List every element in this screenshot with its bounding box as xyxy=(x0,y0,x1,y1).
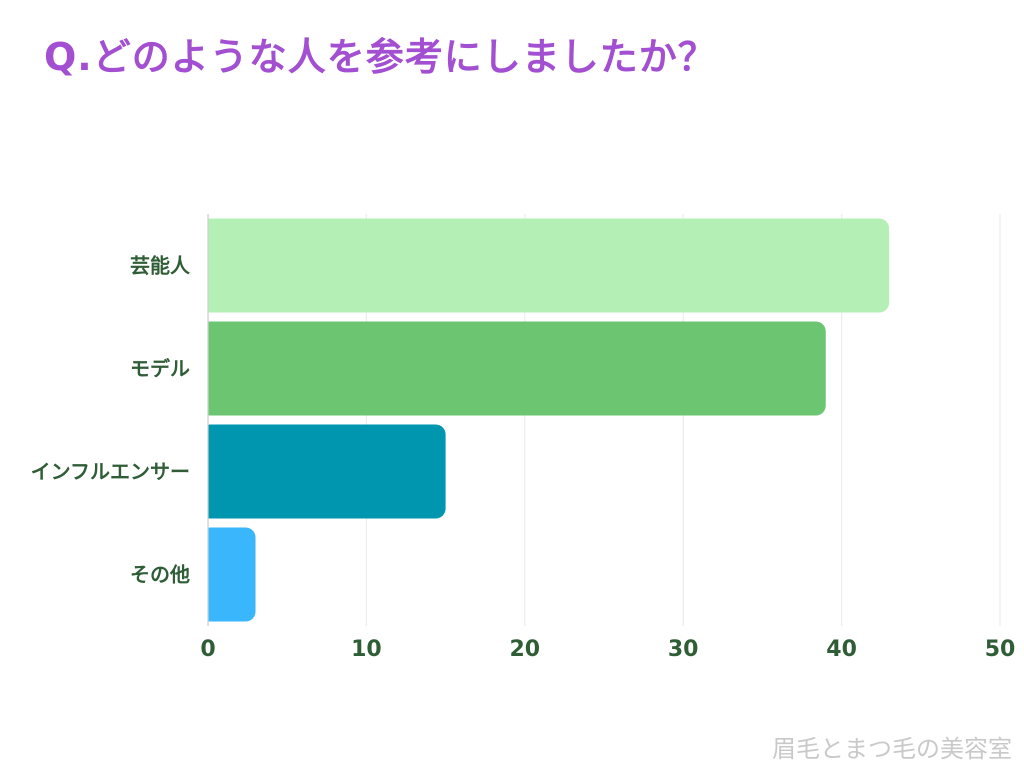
bar xyxy=(200,527,256,622)
category-label: インフルエンサー xyxy=(31,460,190,484)
x-tick-label: 50 xyxy=(985,637,1016,662)
category-label: その他 xyxy=(130,563,190,587)
bar xyxy=(200,424,446,519)
x-tick-label: 40 xyxy=(826,637,857,662)
x-tick-label: 20 xyxy=(509,637,540,662)
bar xyxy=(200,321,826,416)
x-tick-label: 0 xyxy=(200,637,215,662)
chart-title: Q.どのような人を参考にしましたか？ xyxy=(44,35,717,79)
x-tick-label: 10 xyxy=(351,637,382,662)
watermark-text: 眉毛とまつ毛の美容室 xyxy=(772,735,1012,763)
category-label: モデル xyxy=(130,357,190,381)
x-tick-label: 30 xyxy=(668,637,699,662)
bar xyxy=(200,218,890,313)
axis-mask xyxy=(198,214,208,626)
category-label: 芸能人 xyxy=(130,254,191,278)
